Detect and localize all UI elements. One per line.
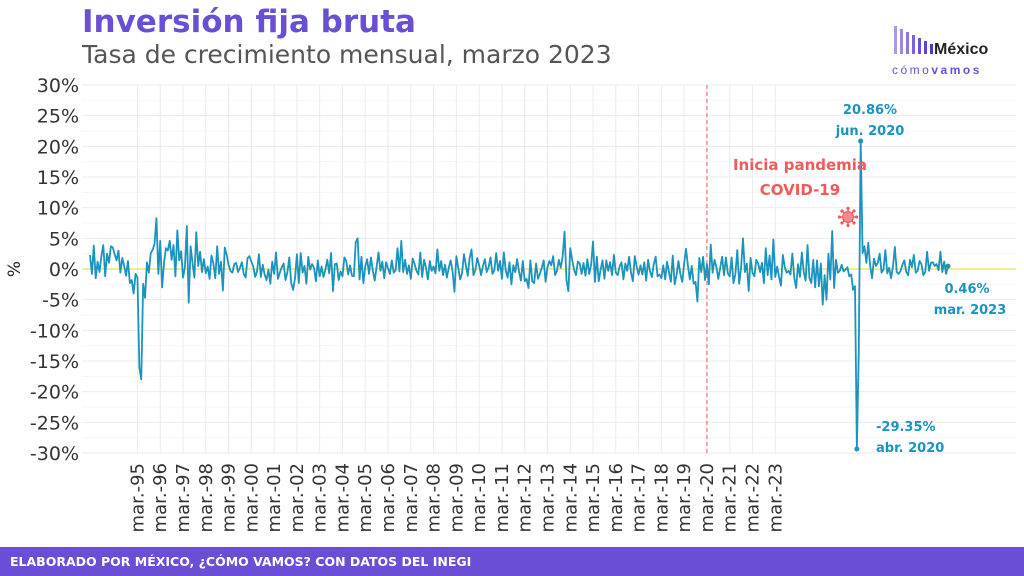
x-tick-label: mar.-11 bbox=[492, 463, 513, 532]
y-tick-label: 25% bbox=[37, 106, 79, 128]
mexico-como-vamos-logo: México cómovamos bbox=[892, 26, 988, 77]
pandemic-label-line1: Inicia pandemia bbox=[733, 156, 867, 174]
x-tick-label: mar.-99 bbox=[219, 463, 240, 532]
x-tick-label: mar.-12 bbox=[515, 463, 536, 532]
x-tick-label: mar.-23 bbox=[765, 463, 786, 532]
pandemic-label-line2: COVID-19 bbox=[760, 181, 840, 199]
x-tick-label: mar.-18 bbox=[651, 463, 672, 532]
x-tick-label: mar.-02 bbox=[287, 463, 308, 532]
virus-spike-tip bbox=[854, 215, 859, 219]
y-tick-label: -30% bbox=[30, 443, 79, 465]
x-tick-label: mar.-09 bbox=[446, 463, 467, 532]
x-tick-label: mar.-08 bbox=[424, 463, 445, 532]
growth-line-chart: 30% 25% 20% 15% 10% 5% 0% -5% -10% -15% -20% -25% -3… bbox=[5, 75, 1016, 532]
max-value-label: 20.86% bbox=[843, 103, 897, 118]
x-tick-label: mar.-98 bbox=[196, 463, 217, 532]
virus-spike-tip bbox=[852, 209, 856, 213]
virus-spike-tip bbox=[840, 221, 844, 225]
logo-bars-icon bbox=[894, 26, 933, 54]
x-tick-label: mar.-06 bbox=[378, 463, 399, 532]
series-line bbox=[89, 140, 949, 450]
logo-word-como: cómo bbox=[892, 63, 931, 77]
virus-spike-tip bbox=[837, 215, 842, 219]
x-tick-label: mar.-07 bbox=[401, 463, 422, 532]
max-date-label: jun. 2020 bbox=[835, 124, 905, 139]
min-date-label: abr. 2020 bbox=[876, 441, 944, 456]
y-axis-label: % bbox=[5, 261, 25, 277]
last-date-label: mar. 2023 bbox=[934, 303, 1007, 318]
x-tick-label: mar.-05 bbox=[355, 463, 376, 532]
x-tick-label: mar.-03 bbox=[310, 463, 331, 532]
x-tick-label: mar.-10 bbox=[469, 463, 490, 532]
min-point bbox=[854, 446, 860, 452]
y-tick-label: 0% bbox=[49, 259, 79, 281]
page-subtitle: Tasa de crecimiento mensual, marzo 2023 bbox=[82, 40, 612, 69]
virus-spike-tip bbox=[840, 209, 844, 213]
y-tick-label: -15% bbox=[30, 351, 79, 373]
x-tick-label: mar.-97 bbox=[173, 463, 194, 532]
annotations: 20.86% jun. 2020 -29.35% abr. 2020 0.46% mar.… bbox=[733, 103, 1006, 456]
x-tick-label: mar.-96 bbox=[150, 463, 171, 532]
x-tick-label: mar.-00 bbox=[241, 463, 262, 532]
last-point bbox=[945, 263, 951, 269]
x-tick-label: mar.-04 bbox=[332, 463, 353, 532]
y-tick-label: -20% bbox=[30, 382, 79, 404]
y-tick-label: 5% bbox=[49, 228, 79, 250]
virus-spike-tip bbox=[846, 206, 850, 211]
max-point bbox=[858, 138, 864, 144]
x-tick-label: mar.-22 bbox=[742, 463, 763, 532]
x-tick-label: mar.-15 bbox=[583, 463, 604, 532]
axes: 30% 25% 20% 15% 10% 5% 0% -5% -10% -15% -20% -25% -3… bbox=[30, 75, 786, 532]
y-tick-label: 30% bbox=[37, 75, 79, 97]
y-tick-label: -5% bbox=[42, 290, 79, 312]
x-tick-label: mar.-13 bbox=[537, 463, 558, 532]
footer-bar: ELABORADO POR MÉXICO, ¿CÓMO VAMOS? CON D… bbox=[0, 547, 1024, 576]
y-tick-label: -25% bbox=[30, 412, 79, 434]
page-title: Inversión fija bruta bbox=[82, 4, 416, 40]
svg-text:cómovamos: cómovamos bbox=[892, 63, 982, 77]
virus-spike-tip bbox=[852, 221, 856, 225]
last-value-label: 0.46% bbox=[944, 282, 989, 297]
logo-word-mexico: México bbox=[934, 41, 988, 58]
x-tick-label: mar.-95 bbox=[127, 463, 148, 532]
x-tick-label: mar.-19 bbox=[674, 463, 695, 532]
x-tick-label: mar.-16 bbox=[606, 463, 627, 532]
footer-source-text: ELABORADO POR MÉXICO, ¿CÓMO VAMOS? CON D… bbox=[10, 554, 472, 569]
x-tick-label: mar.-21 bbox=[720, 463, 741, 532]
virus-spike-tip bbox=[846, 223, 850, 228]
y-tick-label: 15% bbox=[37, 167, 79, 189]
y-tick-label: -10% bbox=[30, 320, 79, 342]
min-value-label: -29.35% bbox=[876, 420, 936, 435]
virus-body bbox=[842, 211, 854, 223]
y-tick-label: 20% bbox=[37, 136, 79, 158]
x-tick-label: mar.-17 bbox=[629, 463, 650, 532]
x-tick-label: mar.-20 bbox=[697, 463, 718, 532]
logo-word-vamos: vamos bbox=[931, 63, 982, 77]
x-tick-label: mar.-14 bbox=[560, 463, 581, 532]
y-tick-label: 10% bbox=[37, 198, 79, 220]
x-tick-label: mar.-01 bbox=[264, 463, 285, 532]
virus-icon bbox=[837, 206, 859, 228]
series-layer bbox=[82, 85, 1016, 453]
